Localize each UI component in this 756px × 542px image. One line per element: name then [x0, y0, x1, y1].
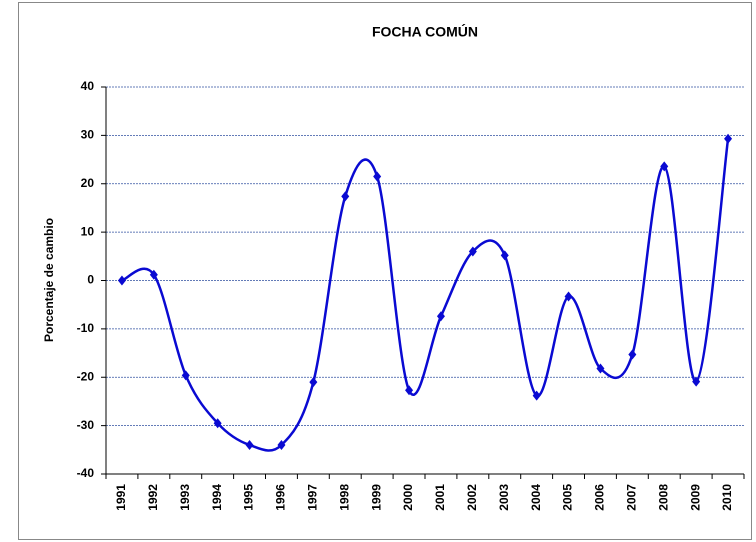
- x-tick-label: 1999: [369, 484, 383, 511]
- x-tick-label: 2004: [529, 484, 543, 511]
- marker: [500, 250, 509, 261]
- marker: [117, 275, 126, 286]
- marker: [724, 133, 733, 144]
- marker: [341, 191, 350, 202]
- y-tick-label: -10: [77, 321, 95, 335]
- marker: [309, 377, 318, 388]
- marker: [149, 269, 158, 280]
- y-tick-label: 10: [81, 224, 95, 238]
- x-tick-label: 2008: [656, 484, 670, 511]
- y-tick-label: -30: [77, 418, 95, 432]
- y-tick-label: -20: [77, 369, 95, 383]
- x-tick-label: 2003: [497, 484, 511, 511]
- y-tick-label: 30: [81, 128, 95, 142]
- x-tick-label: 1994: [210, 484, 224, 511]
- marker: [532, 390, 541, 401]
- x-tick-label: 1997: [306, 484, 320, 511]
- x-tick-label: 2000: [401, 484, 415, 511]
- marker: [628, 349, 637, 360]
- y-tick-label: 40: [81, 79, 95, 93]
- marker: [373, 171, 382, 182]
- x-tick-label: 1993: [178, 484, 192, 511]
- marker: [405, 385, 414, 396]
- x-tick-label: 1992: [146, 484, 160, 511]
- marker: [436, 311, 445, 322]
- x-tick-label: 2001: [433, 484, 447, 511]
- chart-title: FOCHA COMÚN: [372, 23, 478, 40]
- x-tick-label: 1996: [274, 484, 288, 511]
- marker: [660, 161, 669, 172]
- x-tick-label: 2002: [465, 484, 479, 511]
- y-axis-label: Porcentaje de cambio: [42, 218, 56, 342]
- x-tick-label: 1998: [337, 484, 351, 511]
- x-tick-label: 2005: [561, 484, 575, 511]
- marker: [468, 246, 477, 257]
- y-tick-label: -40: [77, 466, 95, 480]
- y-tick-label: 20: [81, 176, 95, 190]
- marker: [181, 370, 190, 381]
- x-tick-label: 2009: [688, 484, 702, 511]
- marker: [277, 439, 286, 450]
- marker: [213, 418, 222, 429]
- marker: [564, 291, 573, 302]
- x-tick-label: 1991: [114, 484, 128, 511]
- marker: [245, 439, 254, 450]
- x-tick-label: 2006: [593, 484, 607, 511]
- x-tick-label: 2010: [720, 484, 734, 511]
- x-tick-label: 2007: [625, 484, 639, 511]
- chart-frame: [18, 2, 752, 540]
- x-tick-label: 1995: [242, 484, 256, 511]
- marker: [692, 376, 701, 387]
- marker: [596, 363, 605, 374]
- y-tick-label: 0: [87, 273, 94, 287]
